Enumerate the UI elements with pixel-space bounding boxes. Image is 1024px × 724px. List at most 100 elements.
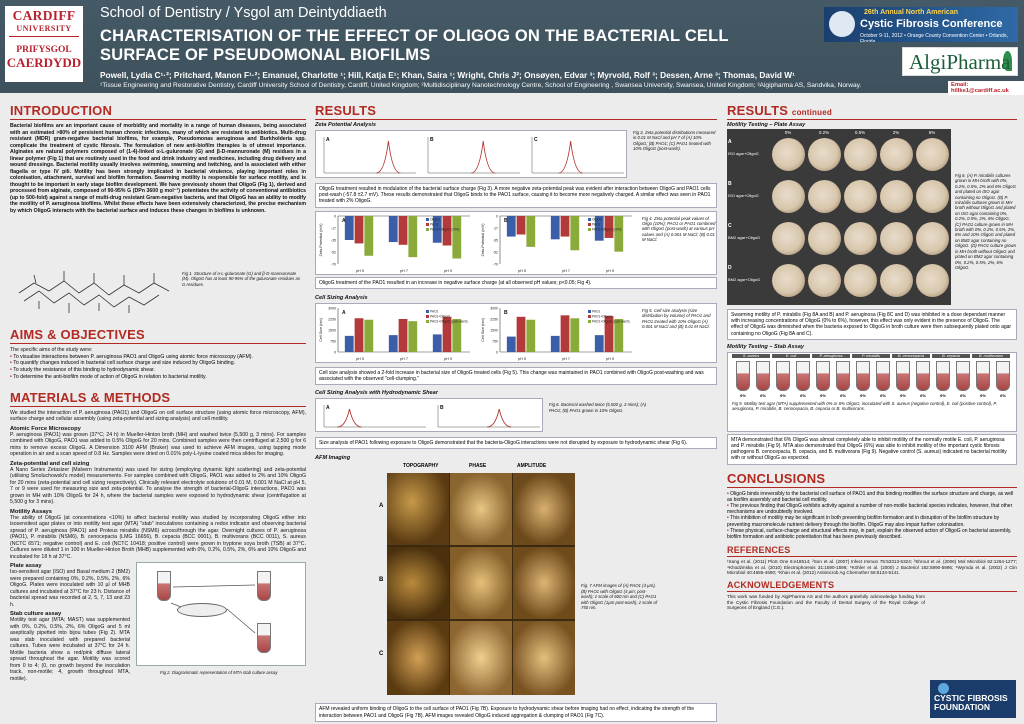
petri-dish xyxy=(916,180,949,213)
cf-foundation-logo: CYSTIC FIBROSIS FOUNDATION xyxy=(930,680,1016,718)
y-tick-label: 2250 xyxy=(328,317,336,321)
distribution-curve xyxy=(471,140,496,174)
legend-entry: PAO1 xyxy=(430,309,438,313)
school-name: School of Dentistry / Ysgol am Deintyddi… xyxy=(100,5,387,21)
bar xyxy=(614,318,624,352)
y-tick-label: -17 xyxy=(331,226,336,230)
bar xyxy=(594,334,604,352)
petri-dish xyxy=(880,264,913,297)
bar xyxy=(364,215,374,256)
distribution-curve xyxy=(487,409,512,428)
legend-swatch xyxy=(588,309,591,313)
panel-label: B xyxy=(430,137,434,143)
bar xyxy=(442,316,452,352)
x-tick-label: pH 9 xyxy=(444,269,452,273)
stab-tube xyxy=(836,360,850,391)
y-tick-label: -17 xyxy=(493,226,498,230)
petri-dish xyxy=(844,180,877,213)
afm-col-phase: PHASE xyxy=(469,463,487,470)
bar xyxy=(560,315,570,352)
stab-species-label: P. mirabilis xyxy=(852,353,890,358)
zeta-method-title: Zeta-potential and cell sizing xyxy=(10,460,90,467)
bar xyxy=(354,318,364,352)
fig5a-chart: 0 750 1500 2250 3000 pH 5 pH 7 pH 9 Cell Size (n… xyxy=(319,306,470,361)
plate-row-label: ISO agar+OligoG xyxy=(728,193,759,198)
cf-conference-logo: 26th Annual North American Cystic Fibros… xyxy=(824,7,1018,42)
plate-assay-text: Iso-sensitest agar (ISO) and Basal mediu… xyxy=(10,569,130,608)
petri-dish xyxy=(916,138,949,171)
legend-entry: PAO1+OligoG xyxy=(592,314,613,318)
y-tick-label: 3000 xyxy=(328,306,336,310)
legend-swatch xyxy=(588,314,591,318)
sizing-heading: Cell Sizing Analysis xyxy=(315,294,368,301)
petri-dish xyxy=(844,264,877,297)
continued-label: continued xyxy=(791,108,832,117)
bar xyxy=(516,215,526,235)
stab-conc-label: 0% xyxy=(820,392,826,398)
plate-conc-label: 0.2% xyxy=(818,130,830,135)
motility-method-text: The ability of OligoG (at concentrations… xyxy=(10,514,306,560)
plate-row-label: ISO agar+OligoG xyxy=(728,151,759,156)
cardiff-university-logo: CARDIFF UNIVERSITY PRIFYSGOL CAERDYDD xyxy=(5,6,83,82)
legend-swatch xyxy=(426,222,429,226)
legend-swatch xyxy=(426,217,429,221)
y-tick-label: 750 xyxy=(492,339,498,343)
stab-tube xyxy=(756,360,770,391)
legend-entry: PAO1 xyxy=(592,222,600,226)
fig9-caption: Fig 9. Motility test agar (MTA) suppleme… xyxy=(732,400,997,412)
plate-row-id: A xyxy=(728,139,732,145)
legend-entry: PAO1 xyxy=(592,309,600,313)
bar xyxy=(550,335,560,352)
bar xyxy=(354,215,364,244)
x-tick-label: pH 5 xyxy=(356,269,364,273)
stab-tube xyxy=(776,360,790,391)
fig7-caption: Fig. 7 AFM images of (A) PAO1 (4 µm), (B… xyxy=(581,583,658,611)
petri-dish xyxy=(844,222,877,255)
bar xyxy=(452,215,462,259)
petri-dish xyxy=(808,264,841,297)
bar xyxy=(432,215,442,243)
stab-conc-label: 6% xyxy=(800,392,806,398)
x-tick-label: pH 7 xyxy=(400,357,408,361)
conclusions-heading: CONCLUSIONS xyxy=(727,470,826,486)
conclusion-item: These physical, surface-charge and struc… xyxy=(727,528,1017,540)
sizing-text: Cell size analysis showed a 2-fold incre… xyxy=(315,366,717,386)
y-tick-label: 750 xyxy=(330,339,336,343)
distribution-curve xyxy=(376,140,401,174)
shear-heading: Cell Sizing Analysis with Hydrodynamic S… xyxy=(315,390,438,397)
references-text: ¹Sang et al. (2011) PloS One 6:e18514; ²… xyxy=(727,559,1017,576)
bar xyxy=(560,215,570,237)
y-tick-label: 1500 xyxy=(490,328,498,332)
results-heading: RESULTS xyxy=(315,103,377,118)
panel-label: A xyxy=(342,218,346,224)
zeta-heading: Zeta Potential Analysis xyxy=(315,122,377,128)
aims-intro: The specific aims of the study were: xyxy=(10,347,93,353)
x-tick-label: pH 9 xyxy=(606,269,614,273)
petri-dish xyxy=(844,138,877,171)
x-tick-label: pH 9 xyxy=(606,357,614,361)
bar xyxy=(570,215,580,250)
intro-text: Bacterial biofilms are an important caus… xyxy=(10,123,306,214)
bar xyxy=(526,215,536,247)
stab-conc-label: 6% xyxy=(880,392,886,398)
bar xyxy=(614,215,624,252)
contact-email[interactable]: Email: hillke1@cardiff.ac.uk xyxy=(948,81,1024,95)
bar xyxy=(408,215,418,257)
legend-swatch xyxy=(426,227,429,231)
petri-dish xyxy=(808,180,841,213)
conclusion-item: OligoG binds irreversibly to the bacteri… xyxy=(727,491,1017,503)
y-tick-label: 1500 xyxy=(328,328,336,332)
stab-tube xyxy=(916,360,930,391)
methods-heading: MATERIALS & METHODS xyxy=(10,389,171,405)
algipharma-logo: AlgiPharma xyxy=(902,47,1018,76)
plate-row-label: BM2 agar+OligoG xyxy=(728,277,761,282)
bar xyxy=(550,215,560,239)
stab-tube xyxy=(736,360,750,391)
x-tick-label: pH 5 xyxy=(518,357,526,361)
distribution-curve xyxy=(558,140,583,174)
petri-dish xyxy=(916,222,949,255)
guluronate-structure-figure xyxy=(18,271,170,313)
plate-row-id: D xyxy=(728,265,732,271)
y-axis-label: Zeta-Potential (mV) xyxy=(319,222,323,256)
ack-text: This work was funded by AlgiPharma AS an… xyxy=(727,594,925,611)
